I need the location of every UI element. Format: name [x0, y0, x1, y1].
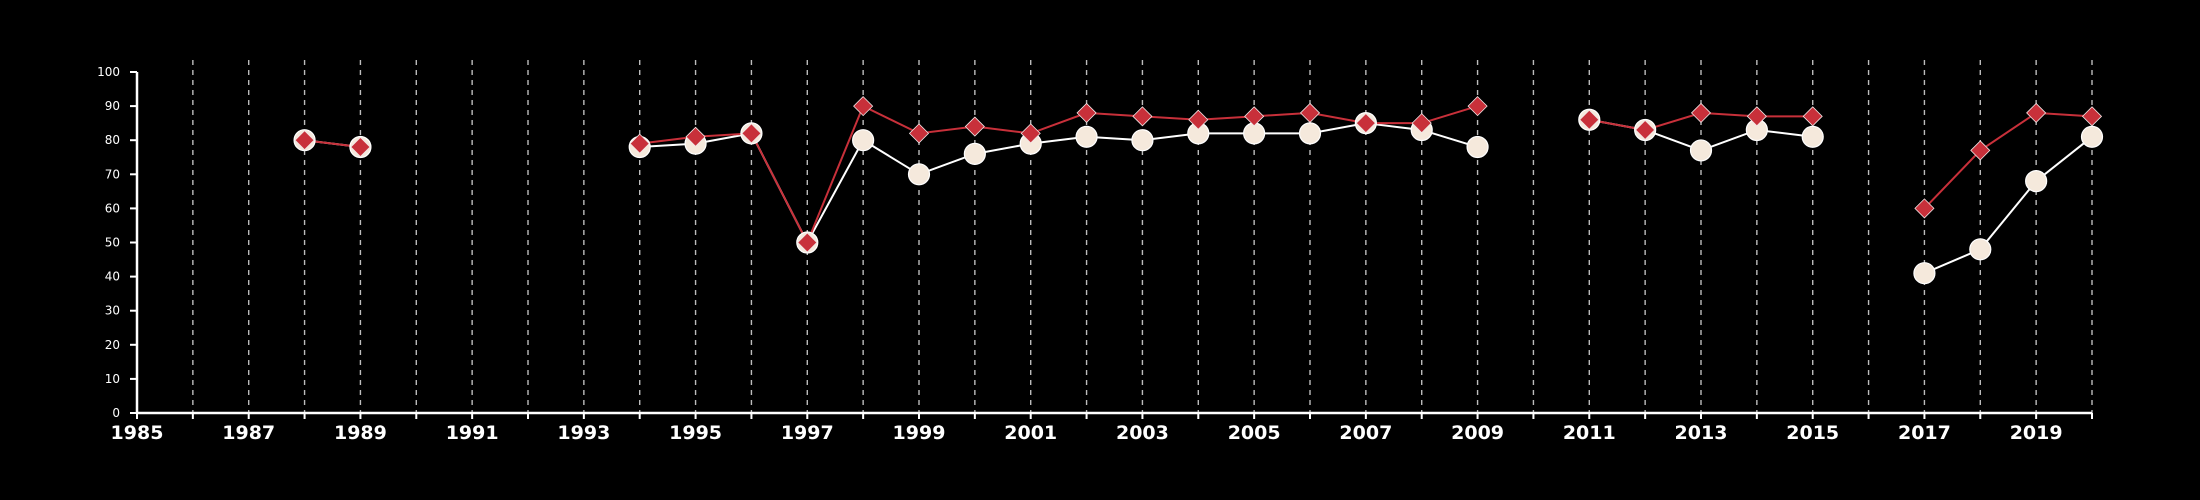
diamond-marker	[1299, 102, 1321, 123]
diamond-series-line	[1923, 111, 2093, 210]
circle-marker	[1689, 139, 1713, 162]
diamond-marker	[1076, 102, 1097, 123]
diamond-marker	[1690, 102, 1712, 123]
diamond-marker	[964, 116, 985, 137]
diamond-marker	[1020, 123, 1041, 144]
axes: 1985 1987 1989 1991 1993 1995 1997 1999 2001 2003…	[97, 65, 2093, 444]
circle-marker	[907, 163, 931, 186]
x-tick-label: 2003	[1116, 422, 1169, 444]
circle-marker	[2080, 125, 2104, 148]
diamond-marker	[1467, 96, 1488, 117]
x-tick-label: 1999	[893, 422, 946, 444]
x-tick-label: 1985	[111, 422, 164, 444]
gridlines	[192, 60, 2093, 413]
x-tick-label: 1995	[669, 422, 722, 444]
diamond-marker	[629, 133, 650, 154]
y-tick-label: 70	[105, 167, 120, 181]
y-tick-label: 90	[105, 99, 120, 113]
y-tick-label: 0	[112, 406, 120, 420]
diamond-marker	[1188, 109, 1209, 130]
diamond-marker	[1132, 106, 1153, 127]
x-tick-label: 2007	[1339, 422, 1392, 444]
x-tick-label: 1987	[222, 422, 275, 444]
diamond-marker	[1914, 198, 1935, 219]
diamond-marker	[685, 126, 706, 147]
y-tick-label: 10	[105, 372, 120, 386]
diamond-series-line	[639, 104, 1478, 245]
x-tick-label: 2017	[1898, 422, 1951, 444]
circle-marker	[1298, 122, 1322, 145]
circle-marker	[1801, 125, 1824, 148]
x-tick-label: 2013	[1675, 422, 1728, 444]
y-tick-label: 60	[105, 201, 120, 215]
circle-marker	[1969, 238, 1992, 261]
circle-marker	[963, 142, 986, 165]
diamond-marker	[350, 136, 371, 158]
y-tick-label: 30	[105, 304, 120, 318]
y-tick-label: 20	[105, 338, 120, 352]
circle-marker	[2025, 170, 2048, 193]
circle-marker	[1075, 125, 1098, 148]
diamond-marker	[797, 232, 818, 253]
y-tick-label: 100	[97, 65, 120, 79]
diamond-marker	[2026, 102, 2047, 123]
x-tick-label: 2005	[1228, 422, 1281, 444]
x-tick-label: 1991	[446, 422, 499, 444]
circle-marker	[1466, 135, 1489, 159]
diamond-marker	[1355, 113, 1376, 134]
circle-marker	[1131, 129, 1154, 152]
x-tick-label: 2009	[1451, 422, 1504, 444]
x-tick-label: 2001	[1004, 422, 1057, 444]
y-tick-label: 80	[105, 133, 120, 147]
diamond-marker	[1244, 106, 1265, 127]
circle-marker	[852, 129, 875, 152]
circle-marker	[1913, 262, 1936, 285]
diamond-marker	[1746, 106, 1767, 127]
diamond-marker	[1579, 109, 1600, 130]
diamond-marker	[2081, 106, 2103, 127]
x-tick-label: 1997	[781, 422, 834, 444]
diamond-marker	[1970, 140, 1991, 161]
x-tick-label: 2019	[2010, 422, 2063, 444]
diamond-marker	[853, 96, 874, 117]
x-tick-label: 2011	[1563, 422, 1616, 444]
diamond-marker	[1635, 119, 1656, 141]
diamond-marker	[1802, 106, 1823, 127]
diamond-marker	[294, 130, 315, 151]
series-lines	[304, 104, 2093, 275]
diamond-marker	[908, 123, 930, 144]
y-tick-label: 40	[105, 270, 120, 284]
diamond-marker	[1411, 113, 1432, 134]
circle-series-line	[1924, 136, 2093, 275]
data-markers	[293, 96, 2104, 285]
diamond-marker	[741, 123, 762, 144]
x-tick-label: 2015	[1786, 422, 1839, 444]
x-tick-label: 1993	[557, 422, 610, 444]
y-tick-label: 50	[105, 236, 120, 250]
x-tick-label: 1989	[334, 422, 387, 444]
